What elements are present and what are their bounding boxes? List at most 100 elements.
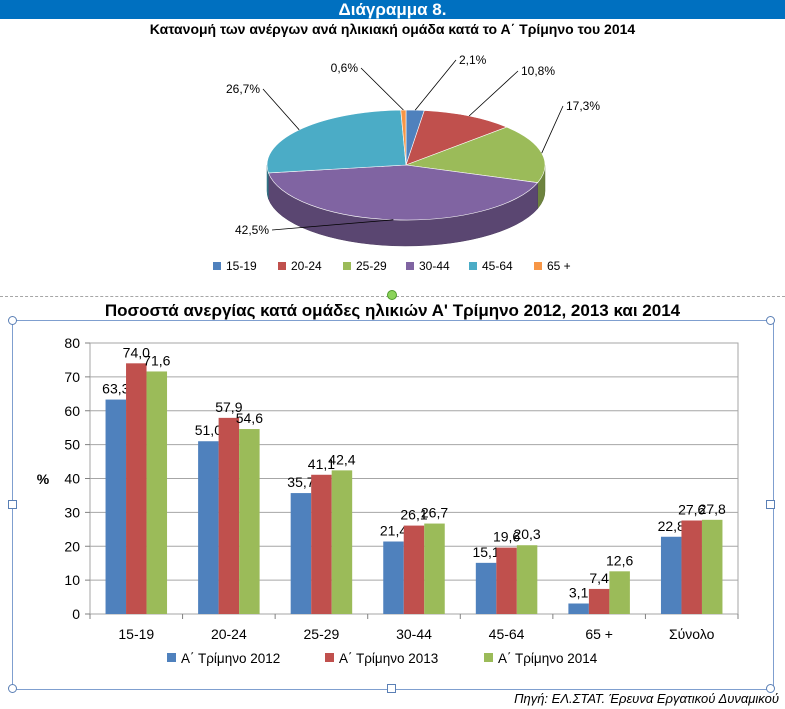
resize-handle-bottom-left[interactable] xyxy=(8,684,17,693)
bar-20-24-1 xyxy=(198,441,219,614)
y-tick-label: 80 xyxy=(64,335,80,351)
bar-65 +-2 xyxy=(588,588,610,614)
y-tick-label: 30 xyxy=(64,504,80,520)
y-tick-label: 10 xyxy=(64,572,80,588)
resize-handle-bottom-right[interactable] xyxy=(766,684,775,693)
y-tick-label: 20 xyxy=(64,538,80,554)
bar-data-label: 54,6 xyxy=(236,410,263,426)
pie-legend-label: 15-19 xyxy=(226,259,257,273)
pie-data-label: 2,1% xyxy=(459,53,487,67)
x-tick-label: 20-24 xyxy=(211,626,247,642)
pie-data-label: 10,8% xyxy=(521,64,555,78)
pie-leader-line xyxy=(360,67,404,111)
diagram-header: Διάγραμμα 8. xyxy=(0,0,785,19)
bar-data-label: 35,7 xyxy=(287,474,314,490)
x-tick-label: 30-44 xyxy=(396,626,432,642)
pie-slice-45-64 xyxy=(266,109,407,174)
pie-legend-swatch xyxy=(469,262,477,270)
pie-data-label: 17,3% xyxy=(566,99,600,113)
bar-data-label: 21,4 xyxy=(380,523,407,539)
bar-legend-swatch xyxy=(325,653,334,662)
bar-data-label: 71,6 xyxy=(143,352,170,368)
x-tick-label: Σύνολο xyxy=(669,626,715,642)
pie-legend-label: 30-44 xyxy=(419,259,450,273)
bar-legend-label: Α΄ Τρίμηνο 2012 xyxy=(181,651,280,666)
bar-Σύνολο-3 xyxy=(701,519,723,614)
x-tick-label: 65 + xyxy=(585,626,613,642)
bar-data-label: 7,4 xyxy=(589,570,609,586)
bar-data-label: 15,1 xyxy=(472,544,499,560)
x-tick-label: 15-19 xyxy=(118,626,154,642)
bar-data-label: 51,0 xyxy=(195,422,222,438)
bar-20-24-2 xyxy=(218,417,240,614)
bar-65 +-3 xyxy=(609,571,630,614)
bar-data-label: 26,7 xyxy=(421,505,448,521)
y-tick-label: 60 xyxy=(64,403,80,419)
bar-legend-swatch xyxy=(167,653,176,662)
pie-legend-label: 65 + xyxy=(547,259,571,273)
bar-25-29-2 xyxy=(311,474,332,614)
y-tick-label: 40 xyxy=(64,471,80,487)
pie-leader-line xyxy=(541,105,564,154)
pie-legend-label: 20-24 xyxy=(291,259,322,273)
resize-handle-top-right[interactable] xyxy=(766,316,775,325)
pie-leader-line xyxy=(271,219,394,231)
bar-data-label: 20,3 xyxy=(513,526,540,542)
pie-data-label: 26,7% xyxy=(226,82,260,96)
pie-leader-line xyxy=(414,59,457,111)
y-tick-label: 0 xyxy=(72,606,80,622)
bar-data-label: 42,4 xyxy=(328,451,355,467)
bar-15-19-3 xyxy=(146,371,168,614)
bar-chart: 0 10 20 30 40 50 60 70 80% 15-19 63,3 74,071,6 20-24… xyxy=(37,335,739,666)
bar-data-label: 57,9 xyxy=(215,399,242,415)
pie-leader-line xyxy=(468,70,519,117)
bar-30-44-2 xyxy=(403,525,425,614)
resize-handle-left[interactable] xyxy=(8,500,17,509)
pie-data-label: 42,5% xyxy=(235,223,269,237)
bar-45-64-3 xyxy=(516,545,538,614)
bar-data-label: 19,6 xyxy=(493,529,520,545)
resize-handle-bottom[interactable] xyxy=(387,684,396,693)
pie-chart: 2,1% 10,8% 17,3% 42,5% 26,7% 0,6% 15-19 20-24 25… xyxy=(213,53,600,273)
source-note: Πηγή: ΕΛ.ΣΤΑΤ. Έρευνα Εργατικού Δυναμικο… xyxy=(514,691,779,706)
x-tick-label: 25-29 xyxy=(304,626,340,642)
bar-30-44-1 xyxy=(383,541,404,614)
bar-data-label: 22,8 xyxy=(658,518,685,534)
bar-45-64-2 xyxy=(496,547,517,614)
bar-data-label: 27,6 xyxy=(678,502,705,518)
pie-legend-swatch xyxy=(213,262,221,270)
bar-data-label: 74,0 xyxy=(123,344,150,360)
pie-legend-swatch xyxy=(406,262,414,270)
bar-20-24-3 xyxy=(239,429,260,614)
bar-15-19-2 xyxy=(126,363,147,614)
x-tick-label: 45-64 xyxy=(489,626,525,642)
pie-data-label: 0,6% xyxy=(331,61,359,75)
y-axis-label: % xyxy=(37,471,50,487)
rotation-handle[interactable] xyxy=(387,290,397,300)
bar-legend-label: Α΄ Τρίμηνο 2013 xyxy=(339,651,438,666)
chart-selection-frame[interactable] xyxy=(12,320,774,690)
bar-65 +-1 xyxy=(568,603,589,614)
bar-Σύνολο-2 xyxy=(681,520,702,614)
bar-data-label: 27,8 xyxy=(699,501,726,517)
resize-handle-right[interactable] xyxy=(766,500,775,509)
pie-legend-swatch xyxy=(534,262,542,270)
pie-legend-label: 45-64 xyxy=(482,259,513,273)
bar-30-44-3 xyxy=(424,523,445,614)
bar-legend-label: Α΄ Τρίμηνο 2014 xyxy=(498,651,598,666)
bar-chart-title: Ποσοστά ανεργίας κατά ομάδες ηλικιών Α' … xyxy=(104,301,681,320)
pie-leader-line xyxy=(262,88,300,131)
bar-25-29-3 xyxy=(331,470,353,614)
pie-chart-title: Κατανομή των ανέργων ανά ηλικιακή ομάδα … xyxy=(149,21,636,37)
bar-25-29-1 xyxy=(290,493,312,614)
y-tick-label: 70 xyxy=(64,369,80,385)
bar-legend-swatch xyxy=(484,653,493,662)
resize-handle-top-left[interactable] xyxy=(8,316,17,325)
bar-Σύνολο-1 xyxy=(660,536,682,614)
pie-legend-swatch xyxy=(343,262,351,270)
bar-data-label: 12,6 xyxy=(606,552,633,568)
bar-15-19-1 xyxy=(105,399,127,614)
bar-data-label: 26,1 xyxy=(400,507,427,523)
pie-legend-swatch xyxy=(278,262,286,270)
bar-data-label: 3,1 xyxy=(569,585,589,601)
